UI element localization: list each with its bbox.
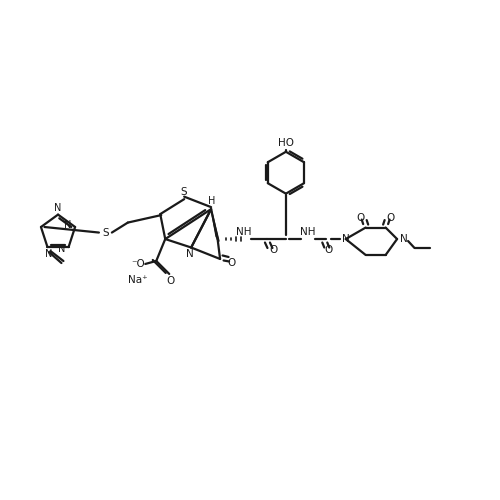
Text: N: N [186, 249, 194, 259]
Text: O: O [386, 212, 394, 222]
Text: H: H [208, 196, 216, 206]
Text: N: N [400, 234, 408, 244]
Text: O: O [356, 212, 365, 222]
Text: N: N [58, 244, 66, 254]
Text: S: S [181, 187, 188, 197]
Text: N: N [45, 249, 52, 259]
Text: S: S [102, 228, 108, 237]
Text: N: N [342, 234, 349, 244]
Text: ⁻O: ⁻O [132, 259, 145, 269]
Text: O: O [227, 258, 235, 268]
Text: O: O [270, 245, 278, 255]
Text: NH: NH [236, 227, 252, 237]
Text: O: O [324, 245, 332, 255]
Text: O: O [166, 276, 174, 286]
Text: Na⁺: Na⁺ [128, 275, 148, 285]
Text: NH: NH [300, 227, 315, 237]
Text: HO: HO [278, 138, 294, 148]
Text: N: N [64, 220, 72, 230]
Text: N: N [54, 202, 62, 212]
Polygon shape [211, 209, 219, 242]
